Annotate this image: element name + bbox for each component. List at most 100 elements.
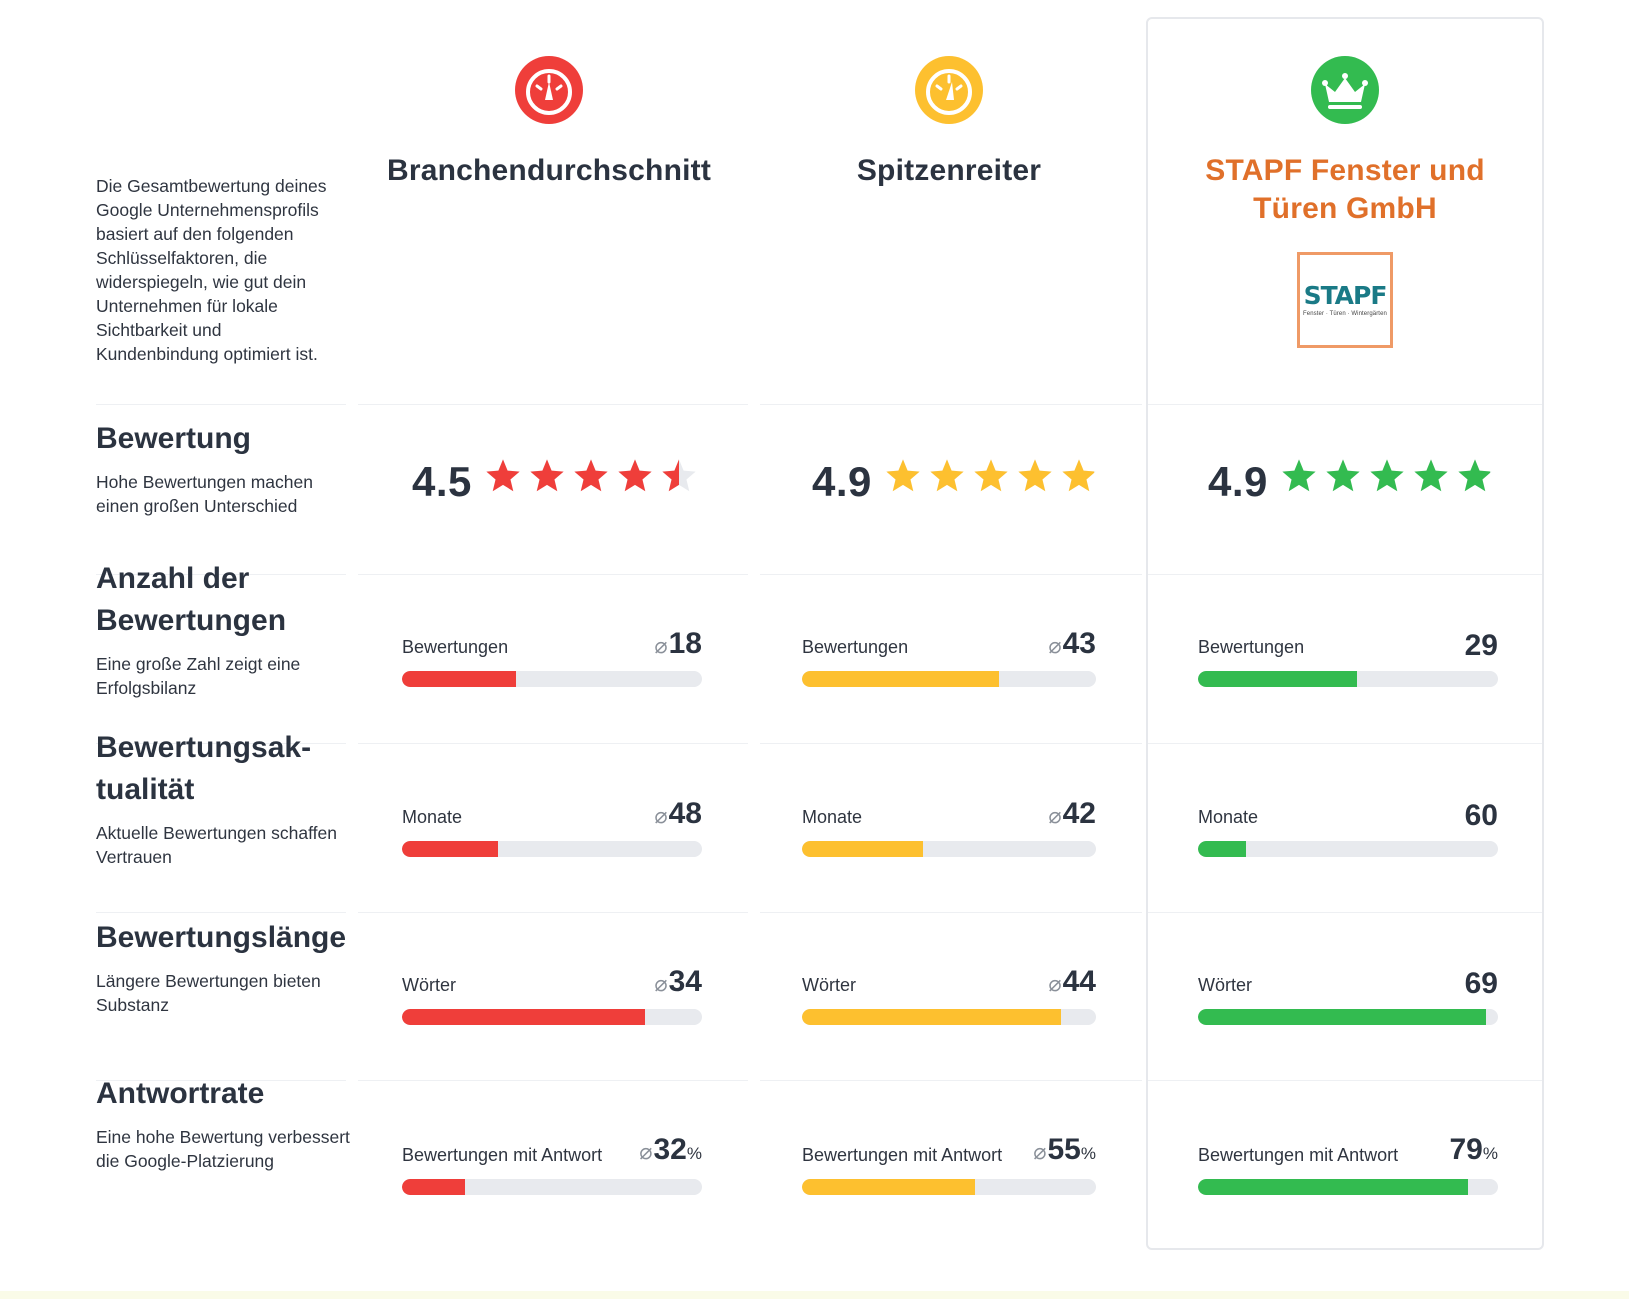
average-symbol: ⌀	[1033, 1139, 1047, 1164]
row-label-count: Anzahl der Bewertungen Eine große Zahl z…	[96, 558, 356, 700]
star-icon	[1414, 459, 1448, 492]
logo-wordmark: STAPF	[1303, 281, 1388, 310]
average-symbol: ⌀	[654, 971, 668, 996]
progress-bar	[402, 1009, 702, 1025]
progress-bar-fill	[802, 841, 923, 857]
row-title: Bewertungslänge	[96, 921, 347, 954]
row-separator	[760, 574, 1142, 575]
metric-value: 29	[1465, 631, 1498, 661]
star-icon	[486, 459, 520, 492]
metric-value: ⌀34	[654, 967, 702, 999]
metric-number: 79	[1449, 1133, 1483, 1166]
column-header-leader: Spitzenreiter	[784, 56, 1114, 190]
rating-score: 4.9	[812, 458, 872, 505]
progress-bar	[402, 1179, 702, 1195]
metric-label: Wörter	[1198, 975, 1252, 995]
row-description: Längere Bewertungen bieten Substanz	[96, 971, 321, 1015]
metric-label: Monate	[802, 807, 863, 827]
metric-value: ⌀32%	[639, 1135, 702, 1169]
row-title: Bewertungsak-tualität	[96, 731, 312, 806]
rating-cell-leader: 4.9	[812, 458, 1104, 506]
row-separator	[358, 574, 748, 575]
company-logo: STAPF Fenster · Türen · Wintergärten	[1297, 252, 1393, 348]
row-separator	[760, 1080, 1142, 1081]
progress-bar-fill	[402, 671, 516, 687]
metric-label: Monate	[402, 807, 463, 827]
metric-number: 29	[1464, 629, 1498, 662]
progress-bar-fill	[1198, 1179, 1468, 1195]
progress-bar-fill	[1198, 671, 1357, 687]
row-description: Aktuelle Bewertungen schaffen Vertrauen	[96, 823, 337, 867]
metric-label: Bewertungen	[402, 637, 509, 657]
progress-bar	[1198, 841, 1498, 857]
metric-label: Bewertungen	[802, 637, 909, 657]
row-label-response: Antwortrate Eine hohe Bewertung verbesse…	[96, 1073, 356, 1173]
speedometer-icon	[915, 56, 983, 124]
progress-bar	[1198, 1179, 1498, 1195]
company-column-highlight	[1146, 17, 1544, 1250]
crown-icon	[1311, 56, 1379, 124]
rating-cell-company: 4.9	[1208, 458, 1500, 506]
metric-value: 69	[1465, 969, 1498, 999]
metric-number: 69	[1464, 967, 1498, 1000]
star-icon	[1458, 459, 1492, 492]
row-separator	[1148, 743, 1542, 744]
progress-bar-fill	[802, 1179, 976, 1195]
metric-value: ⌀18	[654, 629, 702, 661]
metric-cell-response-leader: Bewertungen mit Antwort ⌀55%	[802, 1135, 1096, 1195]
metric-cell-length-industry: Wörter ⌀34	[402, 965, 702, 1025]
metric-number: 42	[1062, 797, 1096, 830]
column-title-industry: Branchendurchschnitt	[386, 154, 712, 187]
average-symbol: ⌀	[639, 1139, 653, 1164]
star-icon	[974, 459, 1008, 492]
row-separator	[96, 574, 346, 575]
metric-cell-length-leader: Wörter ⌀44	[802, 965, 1096, 1025]
speedometer-icon	[515, 56, 583, 124]
metric-value: ⌀44	[1048, 967, 1096, 999]
metric-value: ⌀42	[1048, 799, 1096, 831]
row-separator	[760, 743, 1142, 744]
logo-tagline: Fenster · Türen · Wintergärten	[1303, 311, 1387, 317]
progress-bar	[802, 671, 1096, 687]
metric-number: 60	[1464, 799, 1498, 832]
intro-text: Die Gesamtbewertung deines Google Untern…	[96, 176, 327, 364]
average-symbol: ⌀	[1048, 971, 1062, 996]
star-rating	[884, 457, 1104, 495]
progress-bar-fill	[802, 1009, 1061, 1025]
metric-label: Bewertungen mit Antwort	[1198, 1145, 1399, 1165]
row-separator	[760, 404, 1142, 405]
progress-bar-fill	[402, 1179, 465, 1195]
star-rating	[1280, 457, 1500, 495]
average-symbol: ⌀	[1048, 803, 1062, 828]
metric-label: Bewertungen mit Antwort	[802, 1145, 1003, 1165]
row-label-rating: Bewertung Hohe Bewertungen machen einen …	[96, 418, 356, 518]
progress-bar	[1198, 671, 1498, 687]
row-separator	[96, 1080, 346, 1081]
row-separator	[358, 912, 748, 913]
bottom-band	[0, 1291, 1629, 1299]
progress-bar-fill	[802, 671, 999, 687]
star-icon	[662, 459, 696, 492]
progress-bar-fill	[402, 1009, 645, 1025]
metric-cell-response-company: Bewertungen mit Antwort 79%	[1198, 1135, 1498, 1195]
progress-bar	[802, 841, 1096, 857]
column-title-company: STAPF Fenster und Türen GmbH	[1205, 154, 1485, 225]
star-icon	[618, 459, 652, 492]
progress-bar	[802, 1009, 1096, 1025]
column-header-industry: Branchendurchschnitt	[384, 56, 714, 190]
row-description: Eine große Zahl zeigt eine Erfolgsbilanz	[96, 654, 301, 698]
metric-value: ⌀43	[1048, 629, 1096, 661]
column-title-leader: Spitzenreiter	[856, 154, 1042, 187]
row-separator	[1148, 1080, 1542, 1081]
metric-cell-count-company: Bewertungen 29	[1198, 627, 1498, 687]
row-separator	[1148, 404, 1542, 405]
star-icon	[1062, 459, 1096, 492]
metric-label: Bewertungen	[1198, 637, 1305, 657]
progress-bar	[402, 841, 702, 857]
star-icon	[1326, 459, 1360, 492]
star-icon	[530, 459, 564, 492]
star-icon	[886, 459, 920, 492]
progress-bar-fill	[1198, 1009, 1486, 1025]
row-description: Eine hohe Bewertung verbessert die Googl…	[96, 1127, 350, 1171]
progress-bar	[402, 671, 702, 687]
